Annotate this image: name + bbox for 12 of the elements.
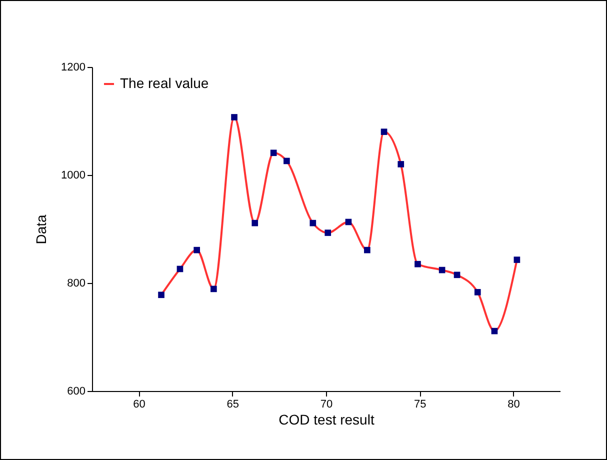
x-tick-label: 65 [226, 398, 240, 410]
y-tick-label: 600 [67, 386, 86, 398]
legend-label: The real value [120, 75, 209, 91]
y-tick-label: 1200 [61, 62, 86, 74]
x-axis-title: COD test result [278, 412, 374, 428]
x-tick-label: 75 [414, 398, 426, 410]
y-tick-label: 800 [67, 278, 86, 290]
x-tick-label: 70 [320, 398, 333, 410]
x-tick-label: 80 [508, 398, 520, 410]
x-tick-label: 60 [133, 398, 146, 410]
y-axis-title: Data [33, 214, 50, 244]
y-tick-label: 1000 [61, 170, 86, 182]
